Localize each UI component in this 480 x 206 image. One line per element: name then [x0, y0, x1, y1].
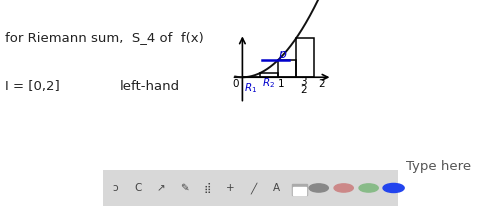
- Text: C: C: [134, 183, 142, 193]
- Text: ✎: ✎: [180, 183, 189, 193]
- Text: ⣾: ⣾: [204, 183, 211, 193]
- Bar: [103, 170, 398, 206]
- Text: ↄ: ↄ: [112, 183, 118, 193]
- Text: 2: 2: [300, 85, 307, 95]
- Bar: [296, 38, 314, 77]
- Circle shape: [334, 184, 353, 192]
- Text: $p$: $p$: [278, 49, 288, 63]
- Text: 1: 1: [277, 80, 284, 89]
- Text: I = [0,2]: I = [0,2]: [5, 80, 60, 93]
- Bar: [278, 60, 296, 77]
- Text: for Riemann sum,  S_4 of  f(x): for Riemann sum, S_4 of f(x): [5, 30, 204, 44]
- Text: +: +: [226, 183, 235, 193]
- Text: ↗: ↗: [157, 183, 166, 193]
- FancyBboxPatch shape: [292, 184, 307, 195]
- Bar: [0, 0, 480, 170]
- Text: ╱: ╱: [250, 182, 257, 194]
- Circle shape: [359, 184, 378, 192]
- Text: Type here: Type here: [406, 160, 471, 173]
- Bar: [260, 73, 278, 77]
- Text: 0: 0: [233, 80, 239, 89]
- Text: left-hand: left-hand: [120, 80, 180, 93]
- Text: A: A: [273, 183, 280, 193]
- Text: 3: 3: [300, 77, 307, 87]
- Text: $R_2$: $R_2$: [262, 77, 275, 90]
- Circle shape: [309, 184, 328, 192]
- FancyBboxPatch shape: [293, 187, 306, 195]
- Text: 2: 2: [318, 80, 325, 89]
- Text: $R_1$: $R_1$: [244, 82, 257, 95]
- Circle shape: [383, 183, 404, 192]
